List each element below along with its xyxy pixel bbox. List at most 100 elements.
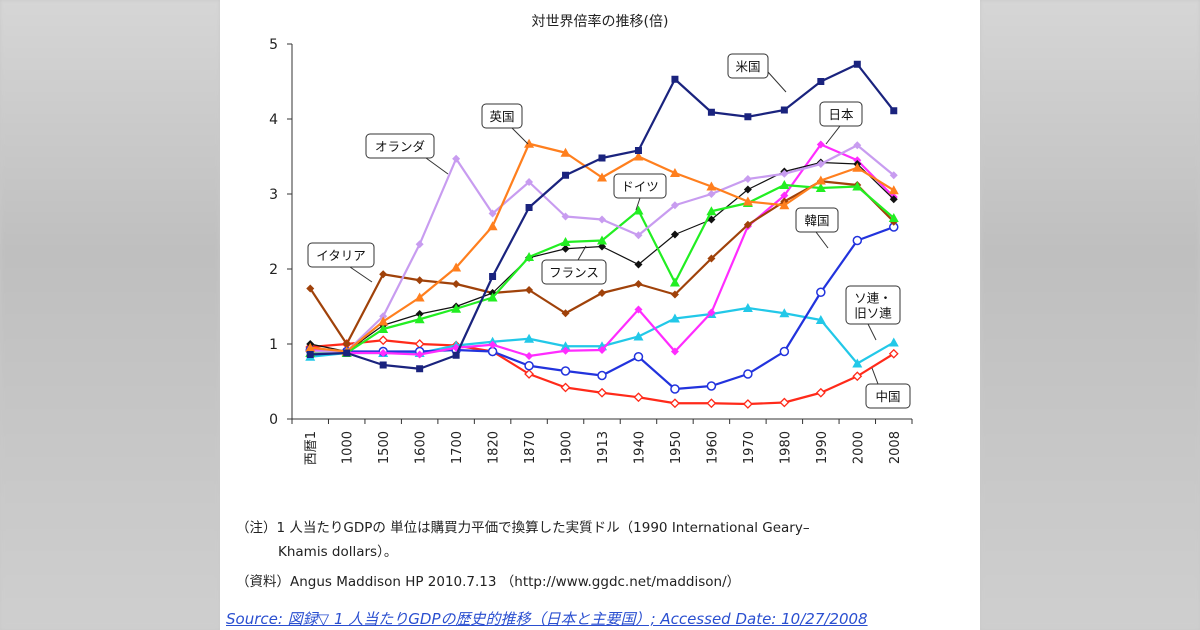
callout-tail xyxy=(867,323,877,341)
japan-point xyxy=(525,352,534,360)
uk-point xyxy=(888,185,899,195)
callout-label: ドイツ xyxy=(621,179,659,194)
japan-point xyxy=(816,140,825,149)
japan-point xyxy=(634,305,643,314)
callout-netherlands: オランダ xyxy=(365,133,449,175)
korea-point xyxy=(779,346,790,357)
japan-point xyxy=(670,347,679,356)
china-point xyxy=(742,399,753,409)
x-tick-label: 1940 xyxy=(632,431,647,464)
x-tick-label: 1600 xyxy=(414,431,429,464)
italy-point xyxy=(379,270,388,279)
italy-point xyxy=(634,280,643,288)
china-point xyxy=(524,369,534,379)
callout-tail xyxy=(511,127,529,145)
germany-point xyxy=(669,277,680,287)
x-tick-label: 1970 xyxy=(742,431,757,464)
ussr-point xyxy=(888,337,899,347)
x-tick-label: 1500 xyxy=(377,431,392,464)
callout-label: 中国 xyxy=(875,389,900,404)
netherlands-point xyxy=(743,175,752,183)
callout-tail xyxy=(825,125,841,145)
uk-point xyxy=(779,200,790,210)
callout-label: ソ連・ xyxy=(854,291,892,306)
series-uk xyxy=(305,138,899,356)
italy-point xyxy=(342,340,351,348)
callout-label: イタリア xyxy=(316,248,366,263)
china-point xyxy=(852,371,863,382)
series-line-korea xyxy=(310,225,895,391)
italy-point xyxy=(598,289,606,297)
callout-box xyxy=(865,383,911,409)
chart-title: 対世界倍率の推移(倍) xyxy=(532,13,669,30)
uk-point xyxy=(414,292,425,302)
uk-point xyxy=(451,262,462,272)
netherlands-point xyxy=(525,178,534,186)
callout-uk: 英国 xyxy=(481,103,529,145)
footnote-unit: （注）1 人当たりGDPの 単位は購買力平価で換算した実質ドル（1990 Int… xyxy=(236,520,810,536)
uk-point xyxy=(305,342,316,352)
usa-point xyxy=(817,78,825,85)
callout-box xyxy=(613,173,667,199)
uk-point xyxy=(742,196,753,206)
netherlands-point xyxy=(488,209,497,218)
x-tick-label: 2008 xyxy=(888,431,903,464)
callout-label: 英国 xyxy=(489,109,514,124)
china-point xyxy=(888,348,899,359)
italy-point xyxy=(415,276,424,285)
korea-point xyxy=(560,366,571,376)
usa-point xyxy=(671,75,679,83)
germany-point xyxy=(815,183,826,192)
axes: 0 1 2 3 4 5 西暦1 1000 1500 1600 1700 1820 1870 1900 191… xyxy=(269,37,913,465)
germany-point xyxy=(451,303,462,313)
france-point xyxy=(415,310,424,318)
germany-point xyxy=(378,324,389,333)
callout-box xyxy=(541,259,607,285)
italy-point xyxy=(561,309,570,318)
y-tick-label: 3 xyxy=(269,187,278,203)
uk-point xyxy=(524,138,535,148)
netherlands-point xyxy=(707,190,716,198)
callout-box xyxy=(481,103,523,129)
usa-point xyxy=(562,171,570,179)
uk-point xyxy=(669,168,680,177)
china-point xyxy=(633,392,644,403)
callout-france: フランス xyxy=(541,245,607,285)
germany-point xyxy=(706,206,717,216)
japan-point xyxy=(707,308,716,317)
callout-label: 韓国 xyxy=(804,213,829,228)
series-lines xyxy=(305,60,899,409)
netherlands-point xyxy=(780,169,789,178)
italy-point xyxy=(707,254,716,263)
korea-point xyxy=(816,287,826,297)
callout-label: 米国 xyxy=(735,59,760,74)
left-blurred-backdrop xyxy=(0,0,220,630)
france-point xyxy=(561,244,570,253)
japan-point xyxy=(561,346,570,355)
callout-tail xyxy=(871,367,879,385)
france-point xyxy=(634,260,643,269)
callout-usa: 米国 xyxy=(727,53,787,93)
usa-point xyxy=(525,204,533,211)
usa-point xyxy=(379,361,387,369)
x-tick-label: 1950 xyxy=(669,431,684,464)
callout-china: 中国 xyxy=(865,367,911,409)
korea-point xyxy=(852,235,863,246)
callout-japan: 日本 xyxy=(819,101,863,145)
korea-point xyxy=(670,384,680,394)
x-tick-label: 1700 xyxy=(450,431,465,464)
japan-point xyxy=(379,349,388,357)
netherlands-point xyxy=(415,240,424,249)
germany-point xyxy=(487,292,498,302)
x-tick-label: 1870 xyxy=(523,431,538,464)
netherlands-point xyxy=(561,212,570,221)
korea-point xyxy=(597,370,607,381)
source-link[interactable]: Source: 図録▽ 1 人当たりGDPの歴史的推移（日本と主要国）; Acc… xyxy=(226,610,868,628)
callout-tail xyxy=(815,231,829,249)
korea-point xyxy=(524,361,534,371)
china-point xyxy=(560,382,571,393)
x-tick-label: 1000 xyxy=(341,431,356,464)
usa-point xyxy=(744,113,752,121)
china-point xyxy=(779,397,790,408)
